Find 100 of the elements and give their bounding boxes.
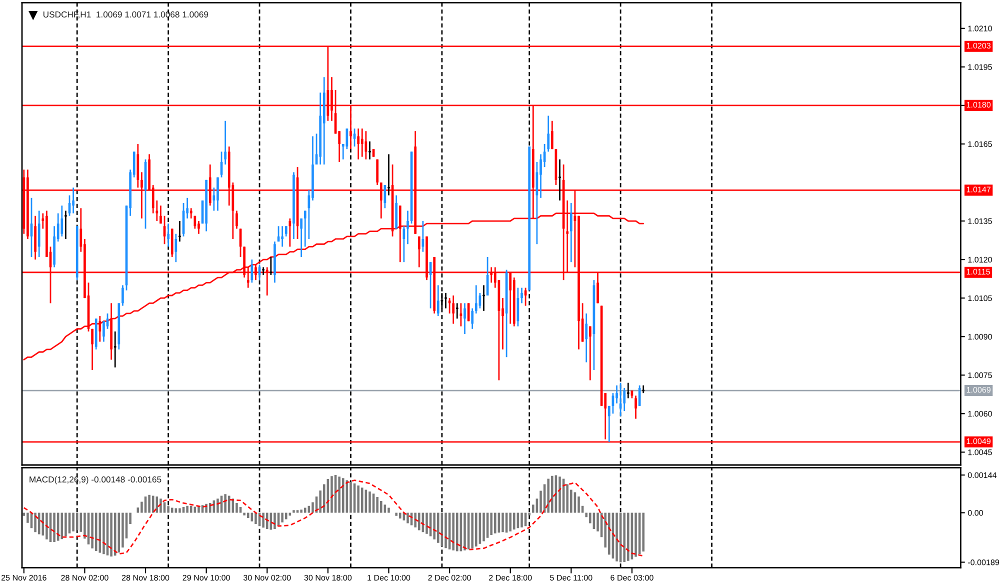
candlestick — [60, 204, 64, 238]
candlestick — [224, 120, 226, 166]
candlestick — [418, 236, 420, 268]
bar — [110, 512, 112, 556]
bar — [186, 506, 188, 513]
candlestick — [471, 308, 474, 330]
bar — [608, 512, 610, 555]
bar — [300, 510, 302, 513]
candlestick — [616, 384, 618, 404]
bar — [380, 500, 382, 513]
bar — [513, 512, 516, 530]
bar — [250, 512, 254, 522]
candlestick — [467, 302, 470, 322]
bar — [558, 476, 561, 513]
candlestick — [160, 204, 162, 224]
bar — [292, 510, 295, 513]
x-tick-label: 2 Dec 02:00 — [428, 574, 471, 581]
x-tick-label: 28 Nov 02:00 — [61, 574, 108, 581]
candlestick — [452, 294, 455, 324]
bar — [266, 512, 268, 529]
y-tick-label: 1.0105 — [968, 295, 992, 302]
ref-line-label: 1.0049 — [966, 438, 991, 444]
y-tick-label: 1.0075 — [968, 372, 992, 378]
candlestick — [300, 218, 303, 258]
y-tick-label: 0.00144 — [968, 472, 997, 478]
bar — [160, 498, 162, 513]
x-tick-label: 28 Nov 18:00 — [122, 574, 170, 581]
ref-line-label: 1.0147 — [966, 186, 990, 192]
bar — [338, 476, 340, 513]
bar — [216, 498, 219, 513]
x-tick-label: 25 Nov 2016 — [1, 574, 46, 581]
text: MACD(12,26,9) -0.00148 -0.00165 — [30, 476, 162, 484]
bar — [274, 512, 276, 529]
bar — [520, 512, 523, 528]
y-tick-label: 1.0165 — [968, 141, 992, 147]
bar — [399, 512, 402, 518]
bar — [509, 512, 512, 532]
y-tick-label: 1.0135 — [968, 218, 992, 224]
x-tick-label: 6 Dec 03:00 — [610, 574, 654, 581]
bar — [148, 494, 150, 513]
bar — [152, 496, 154, 513]
x-tick-label: 2 Dec 18:00 — [489, 574, 532, 581]
candlestick — [281, 225, 284, 248]
ref-line-label: 1.0115 — [966, 268, 990, 275]
candlestick — [38, 210, 40, 258]
candlestick — [406, 210, 409, 245]
bar — [395, 512, 398, 516]
y-tick-label: -0.00189 — [968, 560, 1000, 566]
candlestick — [376, 158, 379, 186]
candlestick — [122, 284, 124, 306]
candlestick — [550, 120, 554, 150]
bar — [642, 512, 645, 552]
candlestick — [520, 287, 523, 304]
bar — [464, 512, 466, 550]
candlestick — [357, 128, 360, 160]
candlestick — [102, 320, 105, 342]
bar — [418, 512, 420, 530]
x-tick-label: 30 Nov 02:00 — [243, 574, 291, 581]
bar — [243, 512, 246, 516]
bar — [475, 512, 478, 546]
bar — [426, 512, 428, 534]
bar — [616, 512, 618, 562]
bar — [578, 496, 580, 513]
candlestick — [588, 326, 592, 381]
bar — [357, 486, 360, 513]
bar — [623, 512, 626, 562]
bar — [228, 496, 230, 513]
bar — [471, 512, 474, 548]
bar — [482, 512, 485, 542]
bar — [330, 476, 333, 513]
candlestick — [623, 387, 626, 412]
candlestick — [216, 176, 219, 212]
x-tick-label: 1 Dec 10:00 — [368, 574, 410, 581]
candlestick — [250, 258, 254, 284]
y-tick-label: 1.0210 — [968, 26, 992, 32]
candlestick — [284, 225, 288, 238]
bar — [246, 512, 250, 518]
bar — [262, 512, 264, 528]
x-tick-label: 29 Nov 10:00 — [182, 574, 230, 581]
y-tick-label: 1.0060 — [968, 410, 992, 417]
bar — [46, 512, 48, 540]
ref-line-label: 1.0180 — [966, 102, 991, 108]
bar — [360, 488, 364, 513]
bar — [34, 512, 36, 532]
bar — [456, 512, 458, 552]
bar — [254, 512, 257, 524]
bar — [634, 512, 637, 557]
bar — [288, 512, 292, 516]
bar — [368, 492, 371, 513]
bar — [170, 508, 174, 513]
bar — [102, 512, 105, 554]
bar — [414, 512, 416, 528]
ref-line-label: 1.0203 — [966, 42, 991, 49]
bar — [342, 478, 344, 513]
bar — [494, 512, 496, 534]
y-tick-label: 1.0045 — [968, 449, 992, 456]
y-tick-label: 1.0090 — [968, 334, 992, 340]
bar — [444, 512, 447, 548]
candlestick — [98, 315, 102, 342]
bar — [114, 512, 116, 556]
